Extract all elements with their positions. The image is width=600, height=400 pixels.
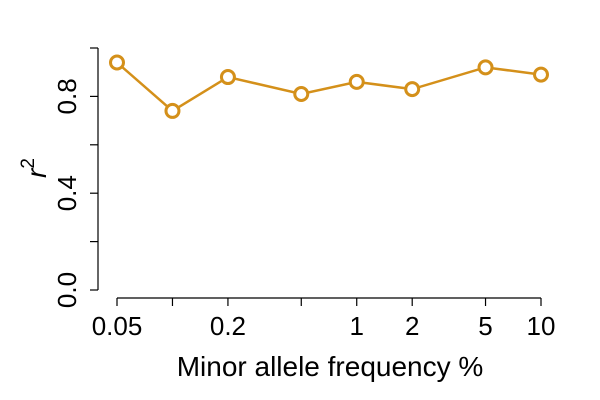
y-axis-title: r2 xyxy=(18,158,52,178)
x-tick-label: 10 xyxy=(527,311,556,341)
x-ticks: 0.05 0.2 1 2 5 10 xyxy=(92,298,556,341)
y-axis-title-base: r xyxy=(21,167,52,178)
data-point xyxy=(219,69,236,86)
x-tick-label: 0.2 xyxy=(210,311,246,341)
series-line xyxy=(116,61,542,113)
data-point xyxy=(533,66,549,83)
data-point xyxy=(404,81,421,98)
y-ticks: 0.0 0.4 0.8 xyxy=(52,47,98,308)
y-tick-label: 0.0 xyxy=(52,272,82,308)
x-tick-label: 1 xyxy=(350,311,364,341)
y-axis-title-superscript: 2 xyxy=(18,158,39,169)
data-point xyxy=(293,85,310,102)
y-tick-label: 0.8 xyxy=(52,78,82,114)
y-tick-label: 0.4 xyxy=(52,175,82,211)
series-group xyxy=(109,54,549,119)
x-tick-label: 2 xyxy=(405,311,419,341)
data-point xyxy=(477,59,494,76)
x-axis-title: Minor allele frequency % xyxy=(177,351,484,382)
data-point xyxy=(164,102,181,119)
x-tick-label: 0.05 xyxy=(92,311,143,341)
data-point xyxy=(109,54,125,71)
x-tick-label: 5 xyxy=(478,311,492,341)
data-point xyxy=(348,73,365,90)
